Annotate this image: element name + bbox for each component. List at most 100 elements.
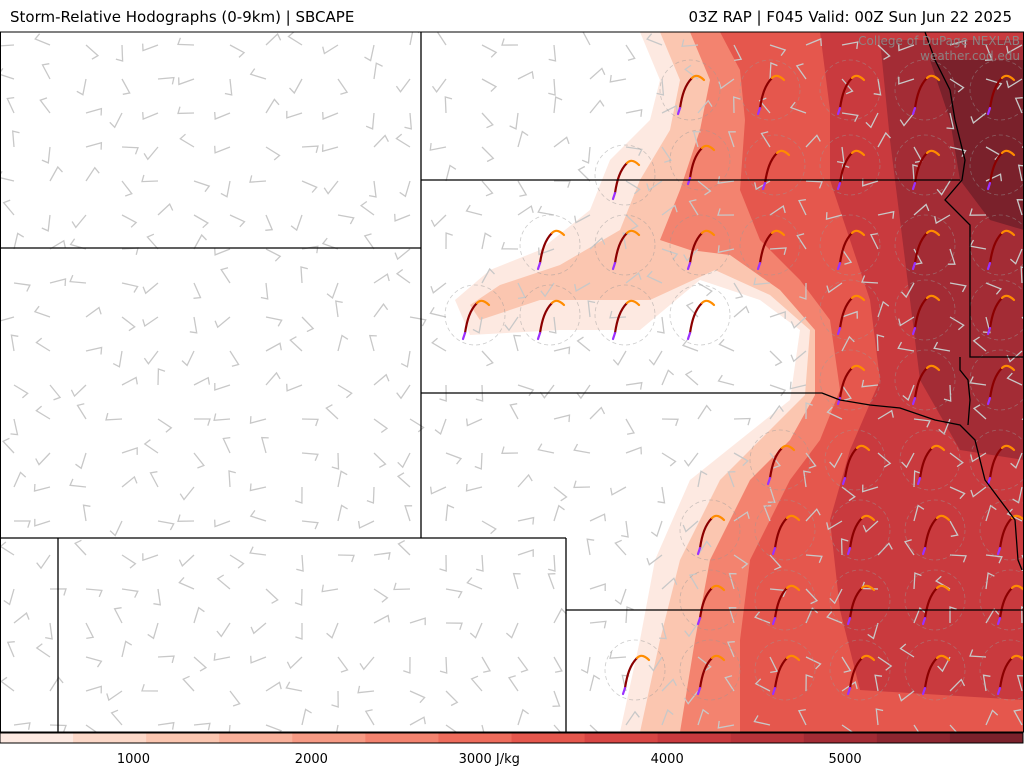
wind-barb bbox=[733, 282, 744, 299]
wind-barb bbox=[589, 67, 606, 80]
wind-barb bbox=[799, 282, 807, 300]
colorbar-tick-label: 3000 J/kg bbox=[458, 752, 520, 767]
wind-barb bbox=[430, 214, 447, 228]
wind-barb bbox=[13, 612, 30, 624]
wind-barb bbox=[393, 582, 411, 591]
wind-barb bbox=[445, 588, 463, 599]
wind-barb bbox=[661, 104, 679, 114]
wind-barb bbox=[286, 383, 303, 392]
wind-barb bbox=[769, 350, 783, 367]
wind-barb bbox=[249, 68, 267, 80]
wind-barb bbox=[877, 656, 893, 671]
hodographs bbox=[444, 59, 1024, 701]
wind-barb bbox=[877, 452, 892, 468]
wind-barb bbox=[727, 131, 736, 148]
wind-barb bbox=[323, 180, 339, 195]
hodograph-trace bbox=[921, 546, 927, 556]
hodograph-trace bbox=[770, 229, 786, 237]
hodograph-trace bbox=[836, 106, 842, 116]
wind-barb bbox=[474, 452, 483, 470]
wind-barb bbox=[805, 134, 821, 148]
wind-barb bbox=[439, 656, 448, 674]
hodograph-ring bbox=[604, 639, 666, 701]
wind-barb bbox=[862, 520, 879, 533]
wind-barb bbox=[0, 68, 15, 80]
wind-barb bbox=[439, 384, 447, 402]
hodograph-trace bbox=[923, 516, 939, 550]
wind-barb bbox=[614, 539, 627, 556]
wind-barb bbox=[359, 656, 375, 671]
wind-barb bbox=[85, 166, 100, 182]
hodograph-trace bbox=[773, 516, 789, 550]
wind-barb bbox=[589, 724, 599, 732]
hodograph-trace bbox=[770, 74, 786, 82]
wind-barb bbox=[537, 205, 555, 216]
wind-barb bbox=[39, 97, 51, 114]
wind-barb bbox=[949, 678, 966, 692]
wind-barb bbox=[142, 553, 159, 562]
wind-barb bbox=[466, 577, 483, 590]
wind-barb bbox=[85, 685, 102, 694]
wind-barb bbox=[11, 130, 20, 148]
wind-barb bbox=[825, 212, 843, 220]
wind-barb bbox=[395, 268, 411, 284]
hodograph-trace bbox=[838, 296, 854, 330]
hodograph-trace bbox=[846, 546, 852, 556]
wind-barb bbox=[646, 270, 663, 284]
wind-barb bbox=[121, 446, 138, 455]
hodograph-ring bbox=[829, 499, 891, 561]
wind-barb bbox=[71, 214, 87, 229]
wind-barb bbox=[553, 724, 562, 732]
wind-barb bbox=[947, 248, 956, 265]
wind-barb bbox=[1013, 709, 1023, 726]
wind-barb bbox=[445, 690, 459, 707]
wind-barb bbox=[229, 214, 246, 228]
hodograph-trace bbox=[686, 331, 692, 341]
colorbar-segment bbox=[365, 733, 439, 743]
wind-barb bbox=[625, 108, 643, 117]
wind-barb bbox=[1006, 78, 1023, 89]
wind-barb bbox=[481, 520, 497, 535]
wind-barb bbox=[767, 486, 776, 503]
wind-barb bbox=[0, 676, 15, 692]
wind-barb bbox=[301, 316, 315, 333]
wind-barb bbox=[697, 282, 713, 297]
wind-barb bbox=[589, 406, 606, 420]
wind-barb bbox=[265, 588, 279, 604]
wind-barb bbox=[301, 708, 312, 726]
wind-barb bbox=[444, 96, 453, 114]
hodograph-trace bbox=[921, 686, 927, 696]
wind-barb bbox=[193, 180, 211, 193]
wind-barb bbox=[178, 576, 195, 590]
hodograph-trace bbox=[848, 656, 864, 690]
wind-barb bbox=[357, 520, 375, 529]
wind-barb bbox=[121, 640, 133, 658]
wind-barb bbox=[934, 214, 951, 225]
cape-contour-5500 bbox=[930, 60, 1024, 230]
wind-barb bbox=[481, 724, 485, 732]
hodograph-ring bbox=[894, 279, 956, 341]
hodograph-ring bbox=[969, 349, 1024, 411]
wind-barb bbox=[865, 112, 879, 129]
wind-barb bbox=[1016, 674, 1024, 692]
hodograph-ring bbox=[969, 59, 1024, 121]
wind-barb bbox=[49, 588, 67, 596]
wind-barb bbox=[49, 165, 63, 182]
wind-barb bbox=[949, 486, 966, 500]
wind-barb bbox=[943, 384, 952, 402]
wind-barb bbox=[220, 180, 231, 198]
wind-barb bbox=[841, 384, 852, 401]
wind-barb bbox=[1010, 452, 1023, 469]
colorbar-segment bbox=[73, 733, 147, 743]
wind-barb bbox=[228, 724, 231, 732]
wind-barb bbox=[193, 233, 207, 250]
wind-barb bbox=[286, 656, 303, 670]
wind-barb bbox=[646, 33, 663, 46]
wind-barb bbox=[769, 452, 781, 469]
hodograph-trace bbox=[475, 299, 491, 307]
wind-barb bbox=[13, 232, 25, 250]
wind-barb bbox=[648, 656, 663, 672]
wind-barb bbox=[683, 452, 699, 467]
wind-barb bbox=[769, 656, 779, 674]
wind-barb bbox=[337, 470, 348, 488]
